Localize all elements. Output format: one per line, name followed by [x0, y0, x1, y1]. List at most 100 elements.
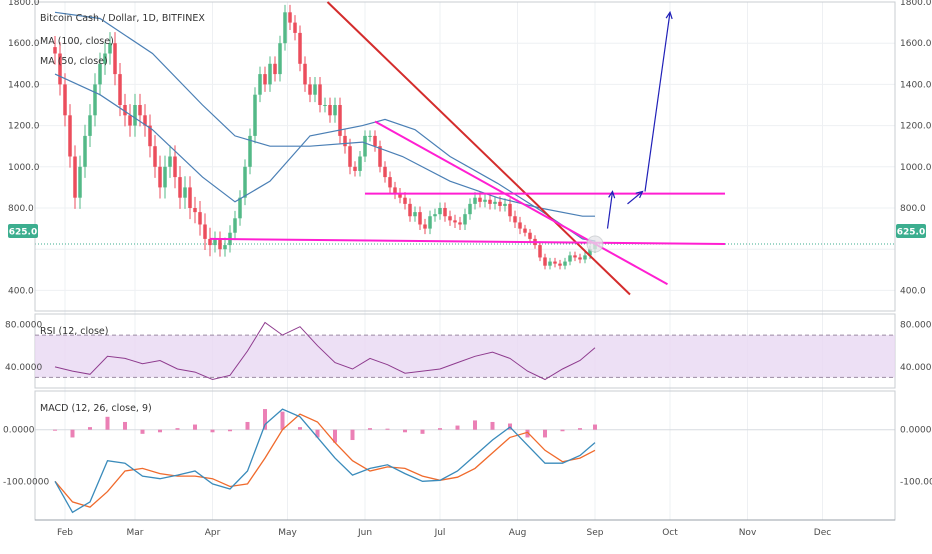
candle-body-71 — [408, 203, 412, 217]
legend-ma-fast: MA (100, close) — [40, 36, 114, 47]
candle-body-82 — [463, 214, 467, 225]
legend: Bitcoin Cash / Dollar, 1D, BITFINEX MA (… — [40, 13, 205, 414]
candle-body-54 — [323, 105, 327, 106]
candle-body-11 — [108, 43, 112, 54]
candle-body-57 — [338, 105, 342, 136]
panel-frames — [34, 1, 896, 521]
candle-body-18 — [143, 115, 147, 126]
candle-body-17 — [138, 105, 142, 116]
candle-body-103 — [568, 255, 572, 262]
macd-panel — [53, 408, 597, 514]
rsi-tick-right-0: 40.0000 — [900, 363, 932, 373]
macd-hist-bar-7 — [175, 428, 180, 430]
price-tick-right-7: 1800.0 — [900, 0, 932, 8]
macd-hist-bar-19 — [385, 428, 390, 430]
candle-body-73 — [418, 212, 422, 225]
price-tick-right-5: 1400.0 — [900, 80, 932, 90]
macd-hist-bar-22 — [438, 428, 442, 430]
candle-body-100 — [553, 261, 557, 264]
macd-hist-bar-28 — [543, 429, 547, 438]
candle-body-78 — [443, 208, 447, 217]
candle-body-38 — [243, 166, 247, 198]
macd-hist-bar-18 — [368, 428, 372, 430]
x-tick-label-6: Aug — [509, 528, 527, 538]
candle-body-87 — [488, 199, 492, 204]
highlight-circle — [586, 235, 604, 253]
price-tick-right-3: 1000.0 — [900, 163, 932, 173]
macd-hist-bar-10 — [228, 429, 232, 432]
price-tick-right-2: 800.0 — [900, 204, 926, 214]
support-line — [209, 237, 726, 246]
projection-arrow-2 — [627, 191, 643, 205]
projection-arrow-2-head — [635, 190, 644, 199]
macd-hist-bar-23 — [455, 425, 460, 430]
candle-body-39 — [248, 135, 252, 167]
candle-body-83 — [468, 203, 472, 215]
macd-hist-bar-20 — [403, 429, 407, 433]
candle-body-86 — [483, 199, 487, 202]
macd-hist-bar-4 — [123, 421, 127, 430]
candle-body-25 — [178, 177, 182, 198]
macd-hist-bar-8 — [193, 424, 197, 430]
x-tick-label-10: Dec — [814, 528, 831, 538]
candle-body-55 — [328, 105, 332, 116]
legend-rsi: RSI (12, close) — [40, 326, 108, 337]
rsi-line — [54, 321, 596, 381]
macd-hist-bar-1 — [70, 429, 75, 438]
candle-body-58 — [343, 135, 347, 147]
candle-body-36 — [233, 218, 237, 233]
macd-line — [54, 408, 596, 514]
macd-hist-bar-9 — [210, 429, 215, 433]
candle-body-80 — [453, 220, 457, 223]
rsi-band-fill — [35, 335, 895, 378]
candle-body-53 — [318, 84, 322, 105]
last-price-label-right-bg — [896, 224, 926, 238]
x-tick-label-2: Apr — [205, 528, 221, 538]
price-tick-right-0: 400.0 — [900, 286, 926, 296]
candle-body-70 — [403, 197, 407, 204]
legend-ma-slow: MA (50, close) — [40, 56, 108, 67]
candle-body-31 — [208, 238, 212, 246]
rsi-band — [35, 334, 895, 378]
rsi-tick-left-1: 80.0000 — [5, 321, 42, 331]
x-tick-label-9: Nov — [739, 528, 757, 538]
candle-body-97 — [538, 245, 542, 258]
candle-body-1 — [58, 53, 62, 85]
price-tick-left-7: 1800.0 — [8, 0, 40, 8]
macd-hist-bar-30 — [578, 428, 582, 430]
moving-averages — [54, 11, 596, 242]
candle-body-56 — [333, 105, 337, 116]
last-price-label-left: 625.0 — [9, 228, 37, 238]
macd-hist-bar-21 — [420, 429, 425, 434]
candle-body-12 — [113, 43, 117, 75]
ma-slow-line — [54, 73, 596, 242]
candle-body-29 — [198, 212, 202, 225]
candle-body-41 — [258, 74, 262, 95]
candle-body-64 — [373, 135, 377, 147]
projection-arrow-3-head — [665, 10, 673, 20]
candle-body-22 — [163, 166, 167, 188]
candle-body-34 — [223, 245, 227, 250]
macd-tick-right-1: 0.0000 — [900, 426, 932, 436]
macd-hist-bar-6 — [158, 429, 162, 433]
candle-body-101 — [558, 263, 562, 266]
candle-body-79 — [448, 216, 452, 221]
candle-body-15 — [128, 115, 132, 126]
gridlines — [35, 1, 895, 520]
macd-hist-bar-16 — [333, 429, 337, 443]
price-tick-left-4: 1200.0 — [8, 122, 40, 132]
x-tick-label-8: Oct — [662, 528, 678, 538]
candle-body-51 — [308, 84, 312, 95]
candle-body-23 — [168, 156, 172, 167]
candle-body-102 — [563, 261, 567, 266]
candle-body-9 — [98, 63, 102, 85]
macd-hist-bar-0 — [53, 429, 57, 431]
x-tick-label-1: Mar — [127, 528, 144, 538]
candle-body-93 — [518, 222, 522, 229]
candle-body-65 — [378, 146, 382, 167]
candle-body-27 — [188, 187, 192, 208]
last-price-label-right: 625.0 — [897, 228, 925, 238]
candle-body-5 — [78, 166, 82, 198]
candle-body-66 — [383, 166, 387, 178]
candle-body-75 — [428, 216, 432, 229]
